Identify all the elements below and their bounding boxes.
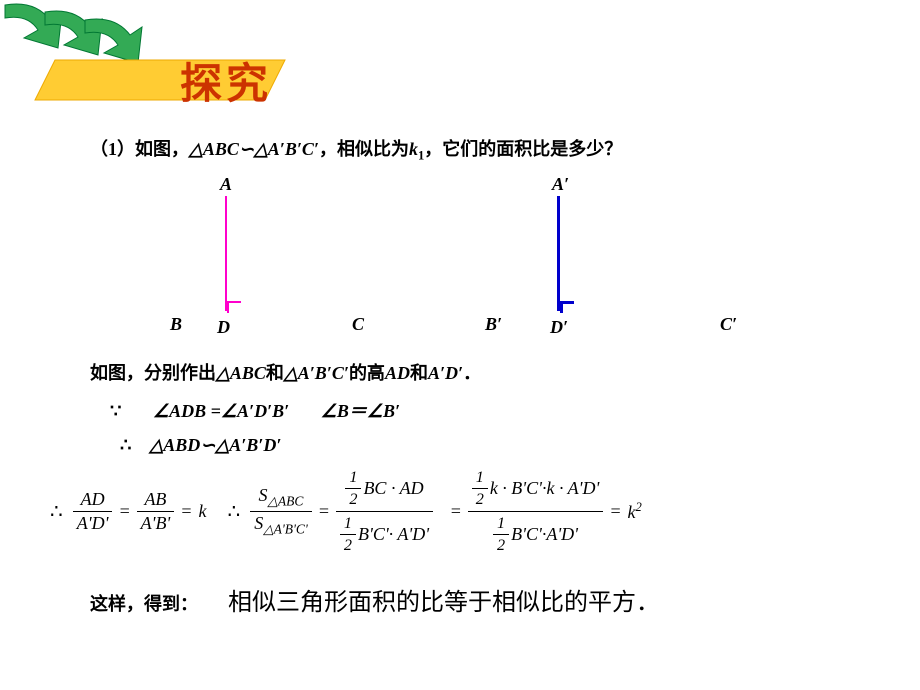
half-2: 12 — [340, 513, 356, 556]
frac-bc-ad: 12 BC · AD 12 B'C'· A'D' — [336, 466, 433, 557]
proof-therefore-sim: ∴ △ABD∽△A′B′D′ — [90, 435, 890, 456]
conclusion-row: 这样，得到： 相似三角形面积的比等于相似比的平方． — [90, 582, 890, 617]
k-expand-den-text: B'C'·A'D' — [511, 524, 578, 545]
label-bp: B′ — [485, 314, 502, 335]
label-b: B — [170, 314, 182, 335]
angle-eq-2: ∠B＝∠B′ — [321, 401, 400, 421]
therefore-symbol-2: ∴ — [50, 499, 63, 524]
diagram-row: A B D C A′ B′ D′ C′ — [90, 174, 890, 339]
frac-ab: AB A'B' — [137, 488, 175, 535]
label-c: C — [352, 314, 364, 335]
pi-mid: 的高 — [349, 363, 385, 383]
right-angle-mark-dp — [560, 301, 574, 313]
half-3-d: 2 — [472, 489, 488, 510]
frac-ad-den: A'D' — [73, 512, 113, 535]
half-4: 12 — [493, 513, 509, 556]
therefore-symbol-3: ∴ — [227, 499, 240, 524]
k-exp: 2 — [636, 500, 642, 514]
conclusion-text: 相似三角形面积的比等于相似比的平方． — [228, 582, 660, 617]
half-1-d: 2 — [345, 489, 361, 510]
half-4-n: 1 — [493, 513, 509, 535]
pi-and2: 和 — [410, 363, 428, 383]
frac-k-expand: 12 k · B'C'·k · A'D' 12 B'C'·A'D' — [468, 466, 604, 557]
frac-k-den: 12 B'C'·A'D' — [468, 512, 604, 557]
half-3-n: 1 — [472, 467, 488, 489]
question-line: （1）如图，△ABC∽△A′B′C′，相似比为k1，它们的面积比是多少？ — [90, 135, 890, 164]
pi-t2: △A′B′C′ — [284, 363, 349, 383]
s-num-s: S — [259, 485, 268, 505]
bc-ad-text: BC · AD — [363, 478, 423, 499]
frac-k-num: 12 k · B'C'·k · A'D' — [468, 466, 604, 512]
proof-because: ∵ ∠ADB =∠A′D′B′ ∠B＝∠B′ — [90, 397, 890, 423]
frac-s: S△ABC S△A'B'C' — [250, 484, 312, 538]
content-area: （1）如图，△ABC∽△A′B′C′，相似比为k1，它们的面积比是多少？ A B… — [90, 135, 890, 617]
label-cp: C′ — [720, 314, 737, 335]
eq-sign-2: = — [180, 501, 192, 522]
frac-s-num: S△ABC — [250, 484, 312, 512]
q-suffix: ，它们的面积比是多少？ — [424, 139, 622, 159]
pi-h2: A′D′ — [428, 363, 463, 383]
label-dp: D′ — [550, 317, 568, 338]
altitude-ad — [225, 196, 227, 311]
frac-ad: AD A'D' — [73, 488, 113, 535]
sim-abd: △ABD∽△A′B′D′ — [149, 435, 281, 455]
angle-eq-1: ∠ADB =∠A′D′B′ — [153, 401, 289, 421]
k-expand-num-text: k · B'C'·k · A'D' — [490, 478, 600, 499]
s-num-sub: △ABC — [268, 494, 304, 509]
bpcp-apdp-text: B'C'· A'D' — [358, 524, 429, 545]
eq-sign-1: = — [118, 501, 130, 522]
k-base: k — [628, 502, 636, 522]
half-1-n: 1 — [345, 467, 361, 489]
because-symbol: ∵ — [110, 401, 121, 421]
proof-intro: 如图，分别作出△ABC和△A′B′C′的高AD和A′D′． — [90, 359, 890, 385]
label-ap: A′ — [552, 174, 569, 195]
label-a: A — [220, 174, 232, 195]
q-prefix: （1）如图， — [90, 139, 189, 159]
equation-row: ∴ AD A'D' = AB A'B' = k ∴ S△ABC S△A'B'C'… — [50, 466, 890, 557]
frac-s-den: S△A'B'C' — [250, 512, 312, 539]
pi-pre: 如图，分别作出 — [90, 363, 216, 383]
k-squared: k2 — [628, 500, 642, 523]
s-den-sub: △A'B'C' — [263, 521, 308, 536]
frac-ad-num: AD — [73, 488, 113, 512]
altitude-apdp — [557, 196, 560, 311]
eq-sign-3: = — [318, 501, 330, 522]
pi-and: 和 — [266, 363, 284, 383]
q-sim: △ABC∽△A′B′C′ — [189, 139, 319, 159]
eq-k: k — [198, 501, 206, 522]
half-2-n: 1 — [340, 513, 356, 535]
q-k: k — [409, 139, 418, 159]
frac-ab-den: A'B' — [137, 512, 175, 535]
frac-bc-ad-num: 12 BC · AD — [336, 466, 433, 512]
half-2-d: 2 — [340, 535, 356, 556]
pi-end: ． — [463, 363, 481, 383]
title-text: 探究 — [180, 50, 272, 111]
pi-t1: △ABC — [216, 363, 266, 383]
eq-sign-4: = — [450, 501, 462, 522]
right-angle-mark-d — [227, 301, 241, 313]
frac-bc-ad-den: 12 B'C'· A'D' — [336, 512, 433, 557]
pi-h1: AD — [385, 363, 410, 383]
q-mid: ，相似比为 — [319, 139, 409, 159]
half-1: 12 — [345, 467, 361, 510]
half-3: 12 — [472, 467, 488, 510]
half-4-d: 2 — [493, 535, 509, 556]
therefore-symbol-1: ∴ — [120, 435, 131, 455]
s-den-s: S — [254, 513, 263, 533]
frac-ab-num: AB — [137, 488, 175, 512]
eq-sign-5: = — [609, 501, 621, 522]
conclusion-label: 这样，得到： — [90, 590, 198, 616]
label-d: D — [217, 317, 230, 338]
